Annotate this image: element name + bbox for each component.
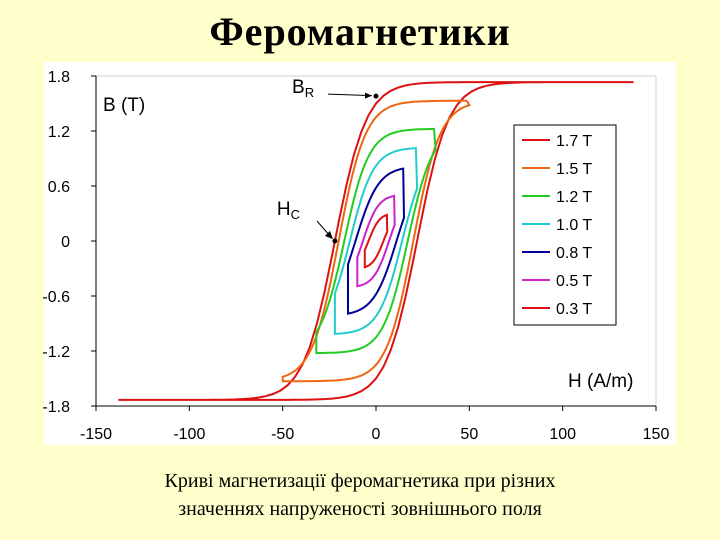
x-tick-label: 0 <box>372 426 381 443</box>
x-tick-label: 150 <box>643 426 670 443</box>
y-tick-label: 0 <box>61 234 70 251</box>
y-tick-label: -1.2 <box>42 344 70 361</box>
caption-line-1: Криві магнетизації феромагнетика при різ… <box>164 470 556 492</box>
caption-line-2: значеннях напруженості зовнішнього поля <box>178 498 542 520</box>
y-tick-label: 1.2 <box>48 124 70 141</box>
hysteresis-loop-series-1 <box>281 99 471 383</box>
legend-entry-3: 1.0 T <box>556 217 592 234</box>
br-annotation-label: BR <box>292 77 314 100</box>
slide-title: Феромагнетики <box>209 9 511 54</box>
x-tick-label: -100 <box>173 426 205 443</box>
legend-entry-0: 1.7 T <box>556 133 592 150</box>
legend-entry-1: 1.5 T <box>556 161 592 178</box>
y-tick-label: -1.8 <box>42 399 70 416</box>
hysteresis-loop-series-3 <box>333 147 419 335</box>
legend-entry-2: 1.2 T <box>556 189 592 206</box>
y-tick-label: -0.6 <box>42 289 70 306</box>
br-point-marker <box>373 93 379 99</box>
y-tick-label: 1.8 <box>48 69 70 86</box>
x-tick-label: -50 <box>271 426 294 443</box>
x-tick-label: 100 <box>549 426 576 443</box>
hc-arrowhead <box>324 231 333 239</box>
hysteresis-loop-series-5 <box>356 194 396 288</box>
hysteresis-loop-series-0 <box>118 81 634 401</box>
x-axis-label: H (A/m) <box>568 371 633 392</box>
hysteresis-loop-series-2 <box>315 128 437 355</box>
y-axis-label: B (T) <box>103 95 145 116</box>
y-tick-label: 0.6 <box>48 179 70 196</box>
x-tick-label: 50 <box>460 426 478 443</box>
curves-layer <box>118 81 634 401</box>
legend-entry-4: 0.8 T <box>556 245 592 262</box>
hysteresis-loop-series-6 <box>363 213 389 269</box>
annotations-layer: BR HC <box>277 77 379 244</box>
legend-entry-5: 0.5 T <box>556 273 592 290</box>
x-tick-label: -150 <box>80 426 112 443</box>
br-arrow <box>327 93 373 97</box>
legend-entry-6: 0.3 T <box>556 301 592 318</box>
hc-point-marker <box>332 238 338 244</box>
legend: 1.7 T 1.5 T 1.2 T 1.0 T 0.8 T 0.5 T 0.3 T <box>513 124 617 326</box>
ticks-layer: 1.8 1.2 0.6 0 -0.6 -1.2 -1.8 -150 -100 -50 0 50 100 1… <box>42 69 669 443</box>
hysteresis-loop-series-4 <box>347 167 406 315</box>
hc-annotation-label: HC <box>277 199 300 222</box>
br-arrowhead <box>365 92 372 99</box>
